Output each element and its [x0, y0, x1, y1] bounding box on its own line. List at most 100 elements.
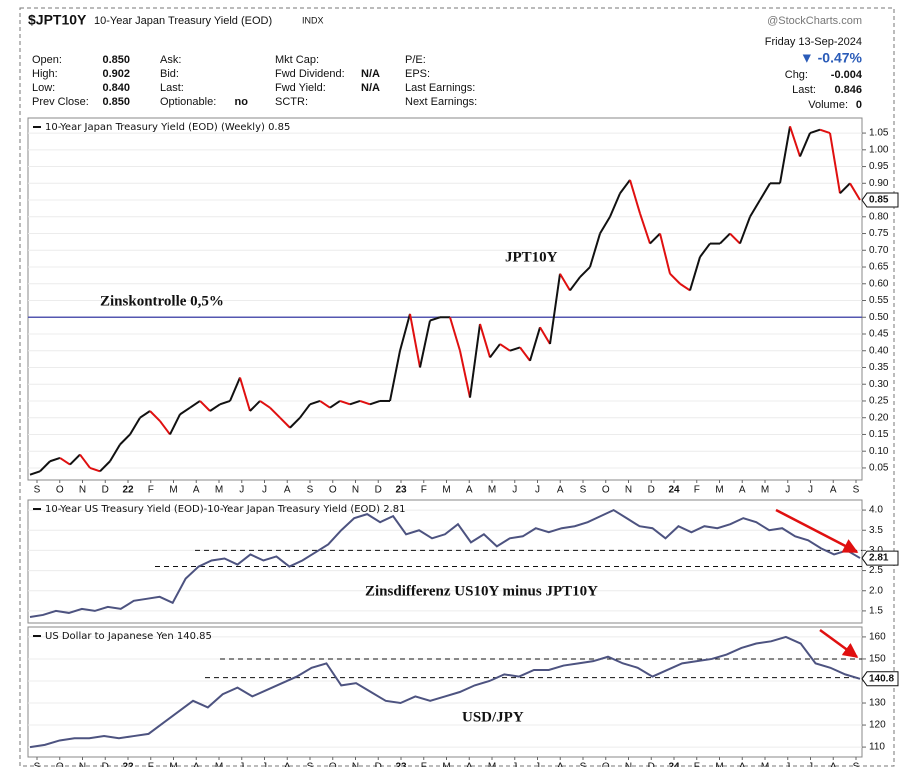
last-value-label: 0.85: [869, 195, 889, 206]
x-tick-label: D: [648, 762, 655, 767]
line-segment: [639, 213, 651, 244]
x-tick-label: S: [34, 485, 41, 496]
x-tick-label: 24: [668, 762, 680, 767]
line-segment: [509, 346, 521, 352]
y-tick-label: 0.25: [869, 396, 889, 407]
y-tick-label: 0.95: [869, 161, 889, 172]
stat-value: 0: [856, 99, 862, 111]
line-segment: [679, 282, 691, 292]
line-segment: [469, 323, 481, 398]
stat-label: Last Earnings:: [405, 82, 475, 94]
y-tick-label: 0.30: [869, 379, 889, 390]
last-value-badge: [861, 550, 899, 566]
header: $JPT10Y 10-Year Japan Treasury Yield (EO…: [28, 12, 863, 111]
x-tick-label: F: [694, 485, 700, 496]
x-tick-label: F: [421, 485, 427, 496]
x-tick-label: F: [694, 762, 700, 767]
y-tick-label: 0.45: [869, 329, 889, 340]
y-tick-label: 3.5: [869, 525, 883, 536]
line-segment: [109, 443, 121, 462]
y-tick-label: 1.05: [869, 128, 889, 139]
line-segment: [199, 400, 211, 412]
source: @StockCharts.com: [767, 15, 862, 27]
x-tick-label: M: [761, 485, 769, 496]
line-segment: [499, 343, 511, 352]
x-tick-label: A: [193, 485, 200, 496]
x-tick-label: F: [421, 762, 427, 767]
y-tick-label: 0.55: [869, 295, 889, 306]
stat-label: Low:: [32, 82, 55, 94]
line-segment: [839, 182, 851, 195]
stat-label: Open:: [32, 54, 62, 66]
x-tick-label: O: [602, 485, 610, 496]
x-tick-label: S: [853, 485, 860, 496]
y-tick-label: 0.80: [869, 211, 889, 222]
line-segment: [289, 417, 301, 429]
line-segment: [89, 466, 101, 473]
stat-label: High:: [32, 68, 58, 80]
line-segment: [169, 413, 181, 435]
line-segment: [119, 433, 131, 446]
x-tick-label: J: [808, 485, 813, 496]
line-segment: [479, 323, 491, 358]
x-tick-label: F: [148, 485, 154, 496]
line-segment: [539, 326, 551, 345]
line-segment: [799, 132, 811, 157]
legend: 10-Year US Treasury Yield (EOD)-10-Year …: [45, 504, 405, 515]
line-segment: [719, 232, 731, 245]
x-tick-label: M: [715, 762, 723, 767]
line-segment: [579, 266, 591, 278]
y-tick-label: 2.0: [869, 585, 883, 596]
x-tick-label: J: [535, 485, 540, 496]
legend: 10-Year Japan Treasury Yield (EOD) (Week…: [45, 122, 290, 133]
line-segment: [759, 182, 771, 201]
x-tick-label: J: [785, 485, 790, 496]
date: Friday 13-Sep-2024: [765, 36, 862, 48]
x-tick-label: J: [512, 485, 517, 496]
x-tick-label: D: [102, 762, 109, 767]
symbol: $JPT10Y: [28, 12, 87, 28]
x-tick-label: O: [329, 762, 337, 767]
line-segment: [229, 377, 241, 402]
line-segment: [609, 192, 621, 218]
line-segment: [779, 126, 791, 184]
x-tick-label: A: [557, 762, 564, 767]
stat-value: 0.902: [102, 68, 130, 80]
line-segment: [249, 400, 261, 412]
line-segment: [149, 410, 161, 422]
x-tick-label: 23: [395, 762, 407, 767]
x-tick-label: J: [239, 762, 244, 767]
line-segment: [349, 400, 361, 406]
stat-value: no: [235, 96, 249, 108]
line-segment: [429, 316, 441, 322]
x-tick-label: O: [56, 485, 64, 496]
x-tick-label: J: [262, 485, 267, 496]
x-tick-label: D: [375, 485, 382, 496]
y-tick-label: 0.65: [869, 262, 889, 273]
line-segment: [369, 400, 381, 406]
stat-label: Mkt Cap:: [275, 54, 319, 66]
line-segment: [829, 132, 841, 194]
line-segment: [699, 242, 711, 258]
line-segment: [129, 417, 141, 435]
stat-value: -0.004: [831, 69, 863, 81]
y-tick-label: 0.50: [869, 312, 889, 323]
x-tick-label: A: [830, 485, 837, 496]
stat-label: Optionable:: [160, 96, 216, 108]
y-tick-label: 2.5: [869, 565, 883, 576]
line-segment: [559, 273, 571, 291]
stat-value: 0.840: [102, 82, 130, 94]
y-tick-label: 0.10: [869, 446, 889, 457]
line-segment: [789, 126, 801, 157]
change-pct: ▼ -0.47%: [800, 50, 863, 66]
line-segment: [99, 460, 111, 472]
x-tick-label: M: [442, 762, 450, 767]
x-tick-label: D: [375, 762, 382, 767]
stat-label: Last:: [160, 82, 184, 94]
line-segment: [299, 403, 311, 419]
x-tick-label: M: [488, 762, 496, 767]
annotation: Zinskontrolle 0,5%: [100, 293, 224, 309]
line-segment: [619, 179, 631, 194]
x-tick-label: J: [239, 485, 244, 496]
line-segment: [659, 233, 671, 274]
